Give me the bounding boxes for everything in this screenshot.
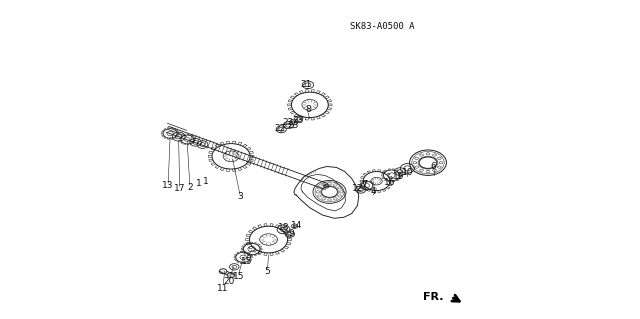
Ellipse shape: [220, 269, 227, 274]
Text: 13: 13: [163, 181, 174, 190]
Text: 15: 15: [241, 257, 252, 266]
Text: 9: 9: [288, 229, 294, 238]
Text: SK83-A0500 A: SK83-A0500 A: [349, 22, 414, 31]
Text: 22: 22: [282, 118, 293, 128]
Text: 15: 15: [233, 272, 244, 281]
Text: 21: 21: [300, 80, 312, 89]
Text: 5: 5: [265, 267, 271, 276]
Ellipse shape: [227, 272, 235, 278]
Text: FR.: FR.: [423, 292, 444, 302]
Text: 16: 16: [383, 178, 395, 187]
Text: 18: 18: [278, 223, 289, 232]
Text: 23: 23: [292, 116, 304, 125]
Text: 20: 20: [224, 277, 235, 286]
Text: 4: 4: [371, 187, 376, 197]
Text: 12: 12: [352, 184, 363, 193]
Text: 7: 7: [361, 180, 367, 189]
Text: 14: 14: [291, 221, 302, 230]
Text: 8: 8: [305, 105, 311, 114]
Text: 17: 17: [174, 184, 186, 193]
Text: 22: 22: [275, 124, 286, 133]
Text: 1: 1: [203, 177, 209, 186]
Ellipse shape: [324, 184, 329, 188]
Text: 1: 1: [196, 179, 202, 188]
Text: 11: 11: [218, 284, 229, 293]
Text: 3: 3: [237, 192, 243, 202]
Text: 23: 23: [287, 121, 299, 130]
Text: 6: 6: [431, 162, 436, 171]
Text: 19: 19: [393, 173, 404, 182]
Text: 10: 10: [401, 168, 413, 177]
Text: 2: 2: [187, 183, 193, 192]
